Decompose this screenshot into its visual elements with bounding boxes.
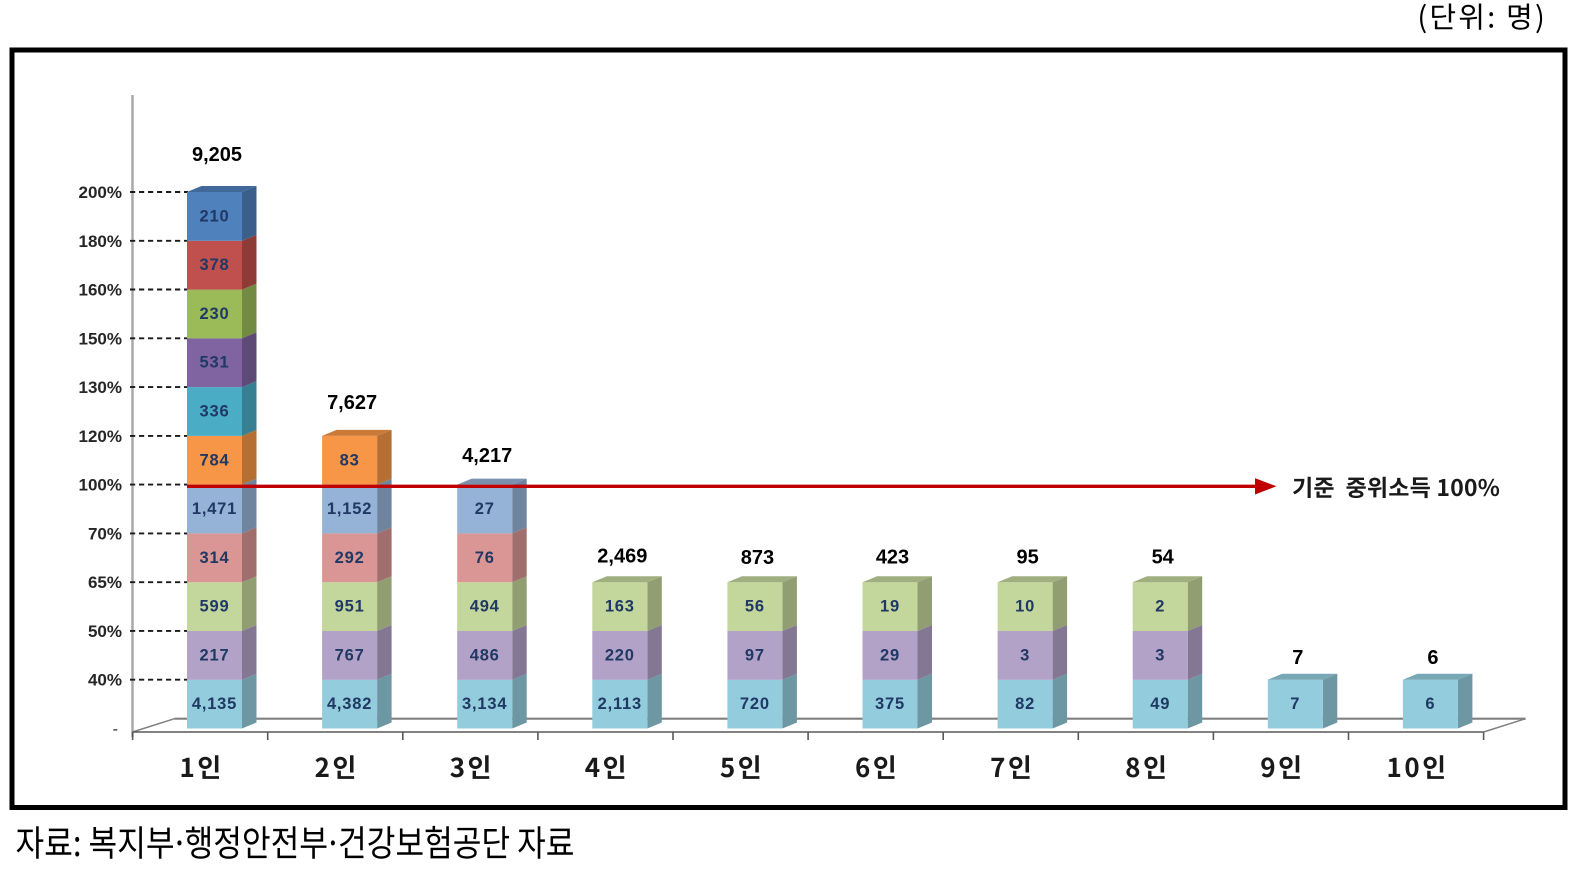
svg-text:378: 378 [200,256,230,274]
svg-text:130%: 130% [79,378,122,397]
svg-text:292: 292 [335,549,365,567]
svg-text:40%: 40% [88,671,122,690]
svg-text:3: 3 [1155,646,1165,664]
svg-text:200%: 200% [79,183,122,202]
svg-text:314: 314 [200,549,230,567]
svg-text:951: 951 [335,598,365,616]
svg-text:7: 7 [1292,647,1303,669]
svg-text:120%: 120% [79,427,122,446]
svg-text:160%: 160% [79,281,122,300]
svg-text:784: 784 [200,451,230,469]
svg-text:767: 767 [335,646,365,664]
svg-text:423: 423 [876,547,909,569]
svg-text:210: 210 [200,207,230,225]
svg-text:2,469: 2,469 [597,546,647,568]
svg-text:486: 486 [470,646,500,664]
svg-text:1,471: 1,471 [192,500,237,518]
svg-text:4,135: 4,135 [192,695,237,713]
svg-text:599: 599 [200,598,230,616]
svg-text:27: 27 [475,500,495,518]
svg-text:29: 29 [880,646,900,664]
svg-text:50%: 50% [88,622,122,641]
svg-text:2,113: 2,113 [598,695,642,713]
svg-text:6: 6 [1427,647,1438,669]
svg-text:3: 3 [1020,646,1030,664]
svg-text:19: 19 [880,598,900,616]
svg-text:97: 97 [745,646,765,664]
svg-text:3,134: 3,134 [462,695,507,713]
svg-text:-: - [113,721,118,738]
svg-text:100%: 100% [79,476,122,495]
svg-text:336: 336 [200,403,230,421]
svg-text:7: 7 [1290,695,1300,713]
svg-text:230: 230 [200,305,230,323]
svg-text:531: 531 [200,354,230,372]
svg-text:217: 217 [200,646,230,664]
svg-text:65%: 65% [88,573,122,592]
svg-text:7,627: 7,627 [327,392,377,414]
svg-text:873: 873 [741,547,774,569]
svg-text:494: 494 [470,598,500,616]
svg-text:49: 49 [1150,695,1170,713]
svg-text:720: 720 [740,695,770,713]
svg-text:82: 82 [1015,695,1035,713]
svg-text:9,205: 9,205 [192,144,242,166]
svg-text:220: 220 [605,646,635,664]
svg-text:150%: 150% [79,329,122,348]
svg-text:70%: 70% [88,524,122,543]
svg-text:54: 54 [1152,547,1175,569]
svg-text:2: 2 [1155,598,1165,616]
svg-text:56: 56 [745,598,765,616]
svg-text:83: 83 [340,451,360,469]
svg-text:375: 375 [875,695,905,713]
svg-text:180%: 180% [79,232,122,251]
svg-text:4,382: 4,382 [327,695,372,713]
svg-text:1,152: 1,152 [327,500,372,518]
svg-text:95: 95 [1016,547,1038,569]
svg-text:76: 76 [475,549,495,567]
svg-text:4,217: 4,217 [462,445,512,467]
svg-text:6: 6 [1425,695,1435,713]
svg-text:10: 10 [1015,598,1035,616]
svg-text:163: 163 [605,598,635,616]
